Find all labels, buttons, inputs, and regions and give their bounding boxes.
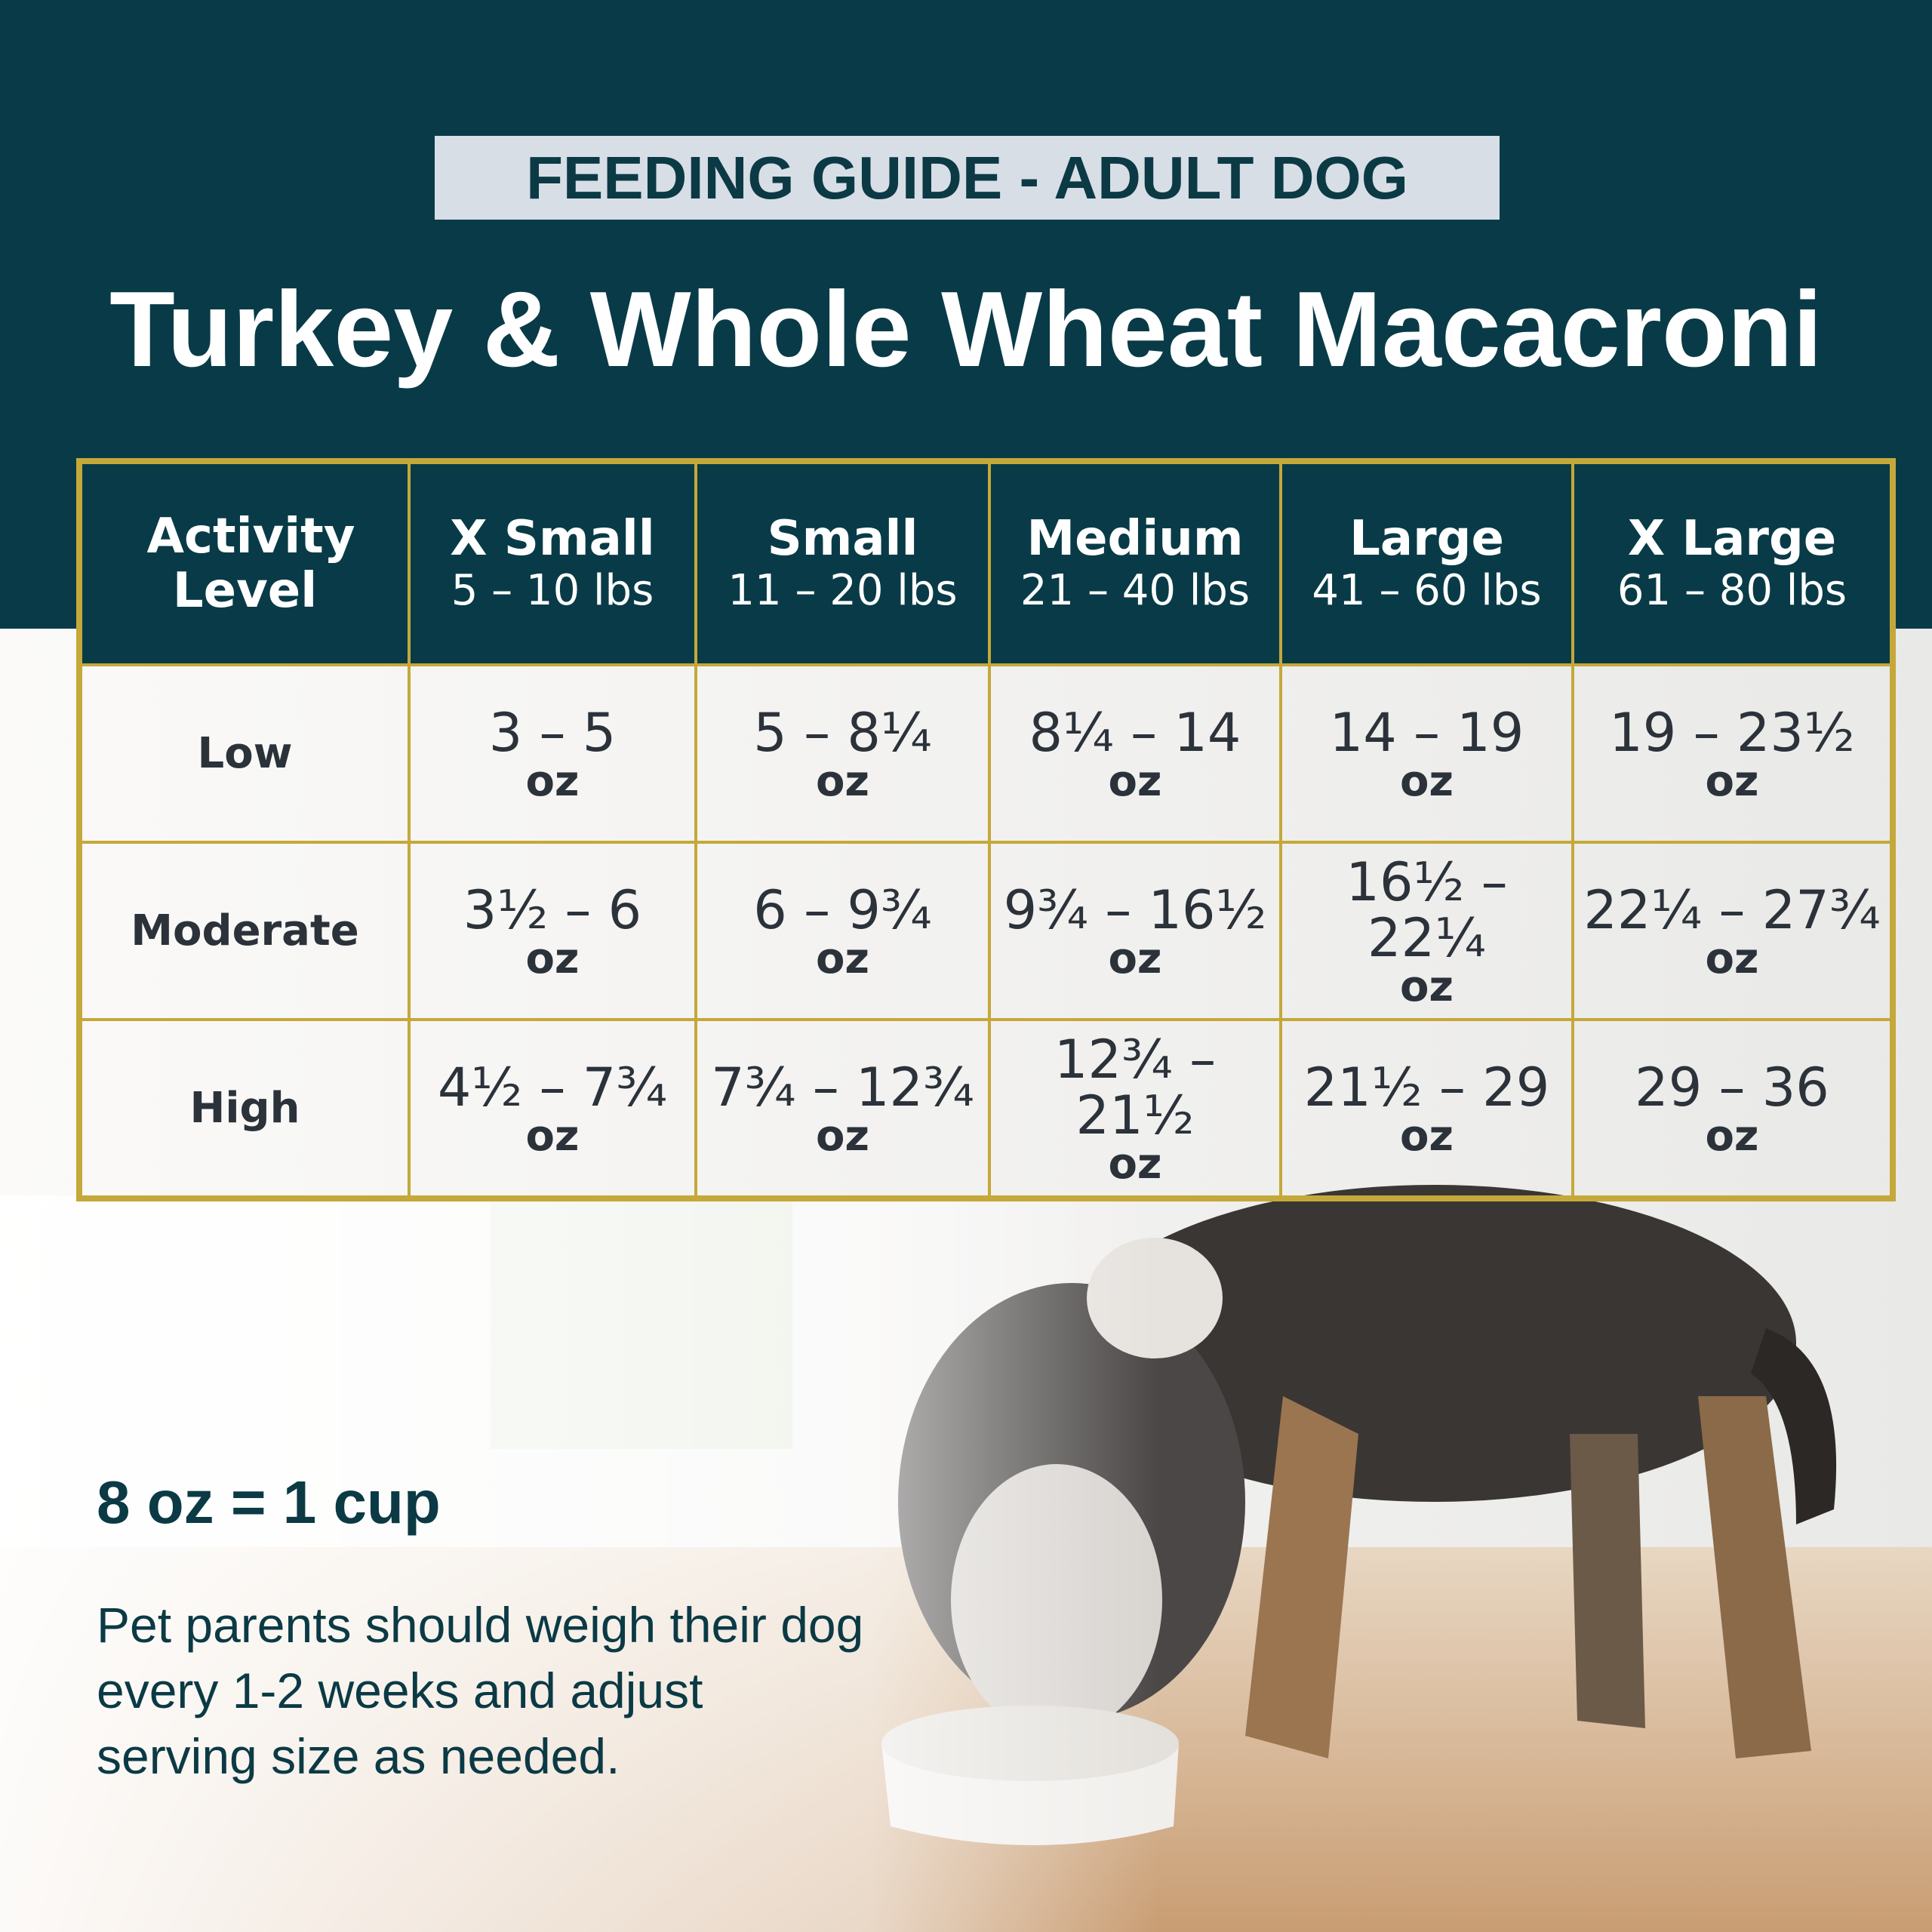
body-row: Low 3 – 5 oz 5 – 8¼ oz 8¼ – 14 oz 14 – 19 oz 19 –…	[78, 663, 1894, 844]
amount: 19 – 23½	[1609, 701, 1855, 764]
header-row: Activity Level X Small 5 – 10 lbs Small 11 –…	[78, 460, 1894, 666]
header-cell: Large 41 – 60 lbs	[1279, 460, 1574, 666]
body-row: Moderate 3½ – 6 oz 6 – 9¾ oz 9¾ – 16½ oz 16½ – …	[78, 841, 1894, 1021]
amount-cell: 3½ – 6 oz	[408, 841, 697, 1021]
amount-cell: 14 – 19 oz	[1279, 663, 1574, 844]
amount-cell: 6 – 9¾ oz	[694, 841, 991, 1021]
activity-level: High	[189, 1084, 300, 1133]
unit: oz	[1108, 934, 1162, 983]
unit: oz	[525, 1111, 580, 1161]
amount: 12¾ – 21½	[1054, 1028, 1217, 1146]
unit: oz	[815, 756, 870, 806]
amount-cell: 12¾ – 21½ oz	[988, 1018, 1282, 1200]
column-range: 41 – 60 lbs	[1312, 566, 1542, 615]
unit: oz	[815, 934, 870, 983]
amount: 6 – 9¾	[753, 878, 932, 941]
column-name: Activity Level	[146, 509, 355, 619]
column-name: Small	[767, 511, 918, 567]
column-range: 11 – 20 lbs	[728, 566, 958, 615]
title: Turkey & Whole Wheat Macacroni	[109, 269, 1823, 389]
unit: oz	[1399, 961, 1454, 1011]
column-name: X Large	[1627, 511, 1837, 567]
unit: oz	[1108, 756, 1162, 806]
amount-cell: 4½ – 7¾ oz	[408, 1018, 697, 1200]
badge: FEEDING GUIDE - ADULT DOG	[435, 136, 1500, 220]
column-name: Large	[1349, 511, 1504, 567]
unit: oz	[1399, 1111, 1454, 1161]
amount-cell: 16½ – 22¼ oz	[1279, 841, 1574, 1021]
unit: oz	[1108, 1139, 1162, 1189]
activity-level: Moderate	[131, 906, 359, 955]
amount: 14 – 19	[1329, 701, 1524, 764]
amount: 3½ – 6	[463, 878, 642, 941]
unit: oz	[1705, 934, 1759, 983]
amount-cell: 9¾ – 16½ oz	[988, 841, 1282, 1021]
amount: 16½ – 22¼	[1346, 851, 1508, 969]
unit: oz	[815, 1111, 870, 1161]
amount-cell: 22¼ – 27¾ oz	[1571, 841, 1894, 1021]
feeding-table: Activity Level X Small 5 – 10 lbs Small 11 –…	[76, 458, 1896, 1201]
level-cell: Moderate	[78, 841, 411, 1021]
amount-cell: 5 – 8¼ oz	[694, 663, 991, 844]
header-cell: X Large 61 – 80 lbs	[1571, 460, 1894, 666]
amount: 9¾ – 16½	[1003, 878, 1267, 941]
amount: 29 – 36	[1635, 1056, 1829, 1118]
amount: 5 – 8¼	[753, 701, 932, 764]
header-cell: Medium 21 – 40 lbs	[988, 460, 1282, 666]
body-row: High 4½ – 7¾ oz 7¾ – 12¾ oz 12¾ – 21½ oz 21½ – …	[78, 1018, 1894, 1200]
unit: oz	[1399, 756, 1454, 806]
amount: 3 – 5	[488, 701, 617, 764]
amount: 4½ – 7¾	[437, 1056, 668, 1118]
amount: 22¼ – 27¾	[1583, 878, 1881, 941]
column-range: 21 – 40 lbs	[1020, 566, 1251, 615]
conversion: 8 oz = 1 cup	[97, 1469, 441, 1536]
unit: oz	[1705, 756, 1759, 806]
amount: 21½ – 29	[1303, 1056, 1550, 1118]
amount: 8¼ – 14	[1029, 701, 1241, 764]
amount-cell: 3 – 5 oz	[408, 663, 697, 844]
level-cell: Low	[78, 663, 411, 844]
column-name: Medium	[1026, 511, 1244, 567]
level-cell: High	[78, 1018, 411, 1200]
amount-cell: 19 – 23½ oz	[1571, 663, 1894, 844]
amount: 7¾ – 12¾	[711, 1056, 974, 1118]
activity-level: Low	[197, 729, 293, 778]
note: Pet parents should weigh their dog every…	[97, 1597, 864, 1784]
column-name: X Small	[450, 511, 655, 567]
header-cell: Activity Level	[78, 460, 411, 666]
column-range: 5 – 10 lbs	[451, 566, 654, 615]
amount-cell: 29 – 36 oz	[1571, 1018, 1894, 1200]
unit: oz	[525, 756, 580, 806]
header-cell: Small 11 – 20 lbs	[694, 460, 991, 666]
amount-cell: 7¾ – 12¾ oz	[694, 1018, 991, 1200]
unit: oz	[1705, 1111, 1759, 1161]
unit: oz	[525, 934, 580, 983]
header-cell: X Small 5 – 10 lbs	[408, 460, 697, 666]
amount-cell: 8¼ – 14 oz	[988, 663, 1282, 844]
amount-cell: 21½ – 29 oz	[1279, 1018, 1574, 1200]
column-range: 61 – 80 lbs	[1617, 566, 1847, 615]
